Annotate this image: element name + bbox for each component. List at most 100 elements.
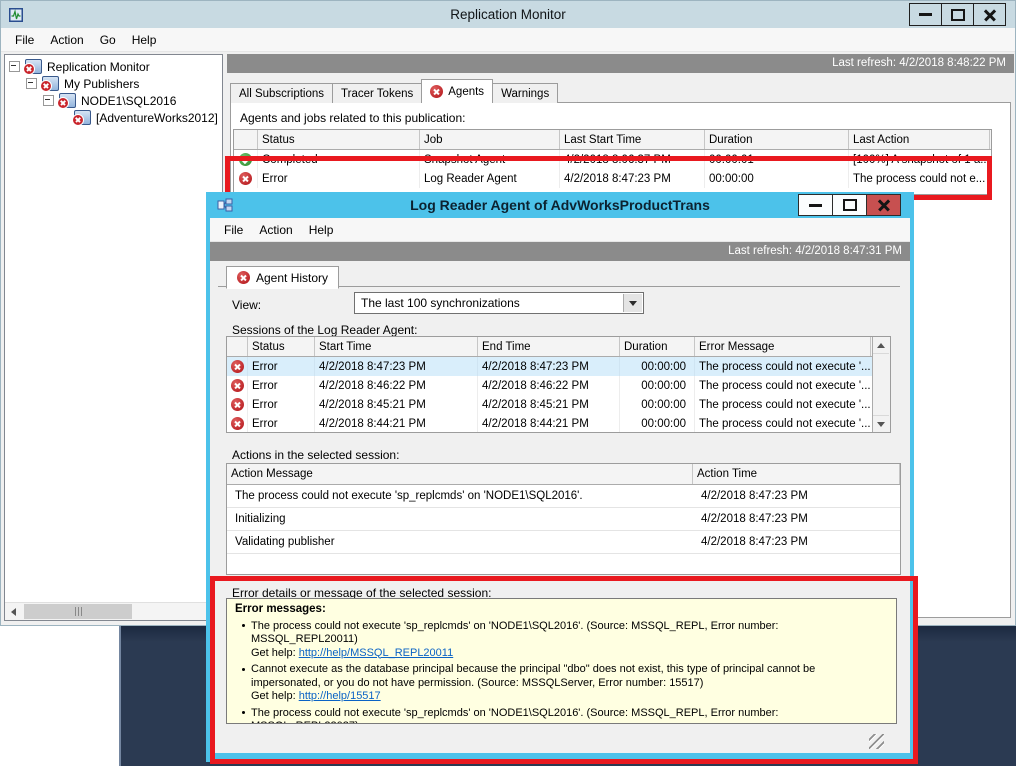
tree-item-label: Replication Monitor xyxy=(47,59,150,74)
menu-help[interactable]: Help xyxy=(131,32,157,47)
maximize-icon xyxy=(950,8,965,21)
column-header-end-time[interactable]: End Time xyxy=(478,337,620,356)
view-dropdown[interactable]: The last 100 synchronizations xyxy=(354,292,644,314)
agents-table: Status Job Last Start Time Duration Last… xyxy=(233,129,992,195)
column-header-action-message[interactable]: Action Message xyxy=(227,464,693,484)
action-row[interactable]: The process could not execute 'sp_replcm… xyxy=(227,485,900,508)
sessions-table: Status Start Time End Time Duration Erro… xyxy=(226,336,891,433)
tree-horizontal-scrollbar[interactable] xyxy=(5,602,222,620)
tab-agents[interactable]: Agents xyxy=(421,79,494,103)
column-header-duration[interactable]: Duration xyxy=(705,130,849,149)
column-header-status[interactable]: Status xyxy=(258,130,420,149)
icon-column-header[interactable] xyxy=(227,337,248,356)
scrollbar-thumb[interactable] xyxy=(24,604,132,619)
error-icon xyxy=(237,271,250,284)
collapse-icon[interactable] xyxy=(43,95,54,106)
actions-label: Actions in the selected session: xyxy=(232,448,400,462)
minimize-button[interactable] xyxy=(909,3,942,26)
column-header-error-message[interactable]: Error Message xyxy=(695,337,871,356)
icon-column-header[interactable] xyxy=(234,130,258,149)
session-row[interactable]: Error 4/2/2018 8:46:22 PM 4/2/2018 8:46:… xyxy=(227,376,890,395)
help-link[interactable]: http://help/MSSQL_REPL20011 xyxy=(298,646,454,659)
agent-row-log-reader[interactable]: Error Log Reader Agent 4/2/2018 8:47:23 … xyxy=(234,169,991,188)
menu-action[interactable]: Action xyxy=(259,222,293,237)
agent-row-snapshot[interactable]: Completed Snapshot Agent 4/2/2018 8:06:3… xyxy=(234,150,991,169)
publication-tabs: All Subscriptions Tracer Tokens Agents W… xyxy=(230,79,559,103)
dropdown-button[interactable] xyxy=(623,294,642,312)
tree-item-replication-monitor[interactable]: Replication Monitor xyxy=(9,58,150,75)
get-help-label: Get help: xyxy=(251,690,296,702)
actions-table: Action Message Action Time The process c… xyxy=(226,463,901,575)
action-row[interactable]: Validating publisher 4/2/2018 8:47:23 PM xyxy=(227,531,900,554)
replication-monitor-app-icon xyxy=(8,7,24,23)
scroll-down-icon xyxy=(877,421,885,427)
close-button[interactable] xyxy=(973,3,1006,26)
column-header-action-time[interactable]: Action Time xyxy=(693,464,900,484)
sessions-vertical-scrollbar[interactable] xyxy=(872,337,890,432)
tree-item-node1-sql2016[interactable]: NODE1\SQL2016 xyxy=(43,92,176,109)
error-badge-icon xyxy=(40,80,52,92)
tab-warnings[interactable]: Warnings xyxy=(492,83,559,103)
tree-item-label: [AdventureWorks2012] xyxy=(96,110,218,125)
column-header-job[interactable]: Job xyxy=(420,130,560,149)
dialog-caption-buttons xyxy=(798,194,901,216)
help-link[interactable]: http://help/15517 xyxy=(298,690,381,702)
action-row[interactable]: Initializing 4/2/2018 8:47:23 PM xyxy=(227,508,900,531)
minimize-icon xyxy=(809,203,822,207)
error-message-item: The process could not execute 'sp_replcm… xyxy=(235,707,888,724)
error-icon xyxy=(230,360,244,373)
last-refresh-text: Last refresh: 4/2/2018 8:48:22 PM xyxy=(832,57,1006,69)
column-header-start-time[interactable]: Start Time xyxy=(315,337,478,356)
menu-file[interactable]: File xyxy=(15,32,35,47)
tab-agent-history[interactable]: Agent History xyxy=(226,266,340,289)
tab-all-subscriptions[interactable]: All Subscriptions xyxy=(230,83,334,103)
minimize-icon xyxy=(919,13,932,16)
menu-file[interactable]: File xyxy=(224,222,244,237)
tree-item-my-publishers[interactable]: My Publishers xyxy=(26,75,139,92)
close-button[interactable] xyxy=(866,194,901,216)
error-message-item: The process could not execute 'sp_replcm… xyxy=(235,620,888,661)
column-header-last-action[interactable]: Last Action xyxy=(849,130,990,149)
tab-tracer-tokens[interactable]: Tracer Tokens xyxy=(332,83,423,103)
session-row[interactable]: Error 4/2/2018 8:44:21 PM 4/2/2018 8:44:… xyxy=(227,414,890,432)
tree-item-adventureworks2012[interactable]: [AdventureWorks2012] xyxy=(72,109,218,126)
error-message-item: Cannot execute as the database principal… xyxy=(235,663,888,704)
menu-action[interactable]: Action xyxy=(50,32,84,47)
scroll-up-button[interactable] xyxy=(873,337,889,354)
menu-help[interactable]: Help xyxy=(308,222,334,237)
scroll-down-button[interactable] xyxy=(873,415,889,432)
session-row[interactable]: Error 4/2/2018 8:45:21 PM 4/2/2018 8:45:… xyxy=(227,395,890,414)
maximize-button[interactable] xyxy=(941,3,974,26)
session-row-selected[interactable]: Error 4/2/2018 8:47:23 PM 4/2/2018 8:47:… xyxy=(227,357,890,376)
last-refresh-text: Last refresh: 4/2/2018 8:47:31 PM xyxy=(728,245,902,257)
column-header-duration[interactable]: Duration xyxy=(620,337,695,356)
error-icon xyxy=(230,417,244,430)
log-reader-agent-dialog: Log Reader Agent of AdvWorksProductTrans… xyxy=(206,192,914,762)
collapse-icon[interactable] xyxy=(26,78,37,89)
maximize-icon xyxy=(842,199,857,211)
publishers-tree-panel: Replication Monitor My Publishers NODE1\… xyxy=(4,54,223,621)
menu-go[interactable]: Go xyxy=(99,32,116,47)
success-icon xyxy=(239,153,252,166)
error-icon xyxy=(239,172,252,185)
resize-grip[interactable] xyxy=(869,734,884,749)
publishers-folder-icon xyxy=(40,76,59,92)
agents-table-header: Status Job Last Start Time Duration Last… xyxy=(234,130,991,150)
close-icon xyxy=(983,9,997,21)
maximize-button[interactable] xyxy=(832,194,867,216)
dialog-title: Log Reader Agent of AdvWorksProductTrans xyxy=(410,197,710,213)
agents-section-label: Agents and jobs related to this publicat… xyxy=(240,111,466,125)
actions-table-header: Action Message Action Time xyxy=(227,464,900,485)
scroll-left-button[interactable] xyxy=(5,603,22,620)
error-messages-box: Error messages: The process could not ex… xyxy=(226,598,897,724)
tree-item-label: NODE1\SQL2016 xyxy=(81,93,177,108)
publication-icon xyxy=(72,110,91,126)
column-header-status[interactable]: Status xyxy=(248,337,315,356)
view-dropdown-value: The last 100 synchronizations xyxy=(361,296,520,310)
minimize-button[interactable] xyxy=(798,194,833,216)
collapse-icon[interactable] xyxy=(9,61,20,72)
column-header-last-start-time[interactable]: Last Start Time xyxy=(560,130,705,149)
error-messages-title: Error messages: xyxy=(235,603,326,615)
main-titlebar: Replication Monitor xyxy=(1,1,1015,28)
chevron-down-icon xyxy=(629,300,637,306)
